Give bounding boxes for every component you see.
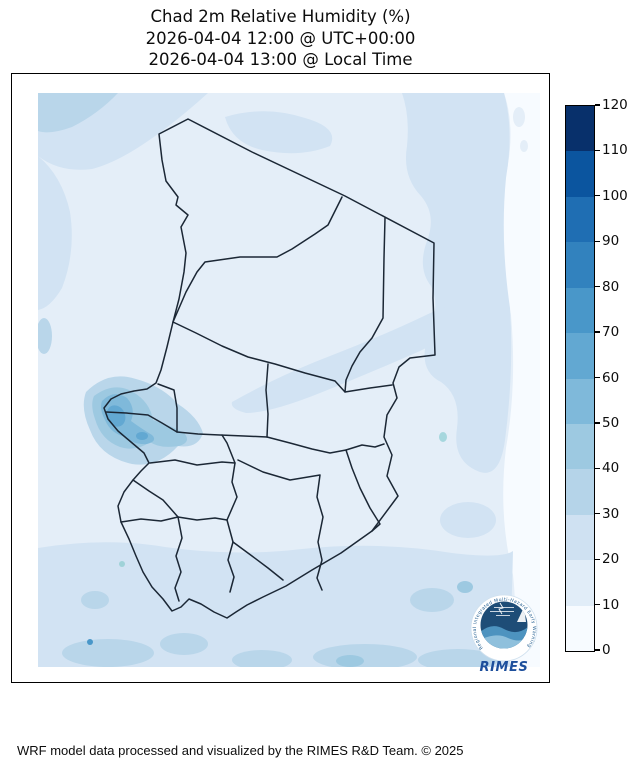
colorbar-tick-label: 10 — [602, 596, 620, 613]
colorbar-band — [566, 605, 594, 652]
humidity-band-60-70 — [106, 405, 148, 440]
colorbar-tick-label: 20 — [602, 551, 620, 568]
colorbar-tick-mark — [595, 649, 600, 651]
figure-title: Chad 2m Relative Humidity (%) 2026-04-04… — [11, 6, 550, 71]
title-line-local-time: 2026-04-04 13:00 @ Local Time — [148, 50, 413, 69]
colorbar-tick-mark — [595, 467, 600, 469]
colorbar-tick-mark — [595, 376, 600, 379]
colorbar-tick-label: 60 — [602, 369, 620, 386]
humidity-speck — [512, 106, 525, 127]
humidity-speck — [519, 139, 528, 152]
colorbar-band — [566, 514, 594, 561]
colorbar-band — [566, 106, 594, 152]
colorbar-tick-mark — [595, 240, 600, 242]
colorbar-tick-mark — [595, 558, 600, 560]
colorbar-band — [566, 469, 594, 515]
colorbar-tick-mark — [595, 104, 600, 106]
colorbar-tick-mark — [595, 513, 600, 515]
colorbar-tick-mark — [595, 422, 600, 424]
province-borders — [105, 196, 393, 602]
colorbar-band — [566, 378, 594, 424]
rimes-wordmark: RIMES — [479, 660, 528, 675]
map-canvas: Regional Integrated Multi-Hazard Early W… — [11, 73, 540, 675]
colorbar-band — [566, 242, 594, 288]
colorbar-tick-label: 80 — [602, 278, 620, 295]
colorbar-band — [566, 423, 594, 470]
admin-boundaries — [103, 118, 436, 619]
colorbar-tick-label: 90 — [602, 233, 620, 250]
colorbar-tick-mark — [595, 149, 600, 152]
colorbar-tick-label: 30 — [602, 505, 620, 522]
colorbar-tick-label: 0 — [602, 642, 611, 658]
colorbar-band — [566, 333, 594, 379]
colorbar-band — [566, 287, 594, 334]
colorbar-tick-label: 50 — [602, 414, 620, 431]
colorbar-tick-label: 110 — [602, 142, 628, 159]
colorbar-tick-label: 40 — [602, 460, 620, 477]
seismogram-glyph — [498, 602, 504, 615]
colorbar-band — [566, 151, 594, 197]
small-lake-accent — [118, 560, 125, 567]
colorbar-tick-mark — [595, 331, 600, 333]
colorbar-tick-label: 100 — [602, 187, 628, 204]
humidity-speck — [86, 638, 93, 645]
footer-credit: WRF model data processed and visualized … — [17, 743, 464, 758]
colorbar-band — [566, 560, 594, 606]
title-line-variable: Chad 2m Relative Humidity (%) — [150, 7, 411, 26]
small-lake-accent — [438, 431, 447, 442]
colorbar — [565, 105, 595, 652]
map-axes-frame: Regional Integrated Multi-Hazard Early W… — [11, 73, 550, 683]
colorbar-band — [566, 196, 594, 243]
colorbar-tick-label: 70 — [602, 324, 620, 341]
humidity-field — [37, 92, 540, 667]
title-line-utc-time: 2026-04-04 12:00 @ UTC+00:00 — [145, 28, 416, 48]
colorbar-tick-mark — [595, 603, 600, 606]
colorbar-tick-label: 120 — [602, 97, 628, 113]
colorbar-tick-mark — [595, 286, 600, 288]
chad-national-outline — [103, 118, 436, 619]
colorbar-tick-mark — [595, 195, 600, 197]
humidity-band-20-30 — [37, 92, 513, 667]
signal-lines — [489, 606, 514, 616]
